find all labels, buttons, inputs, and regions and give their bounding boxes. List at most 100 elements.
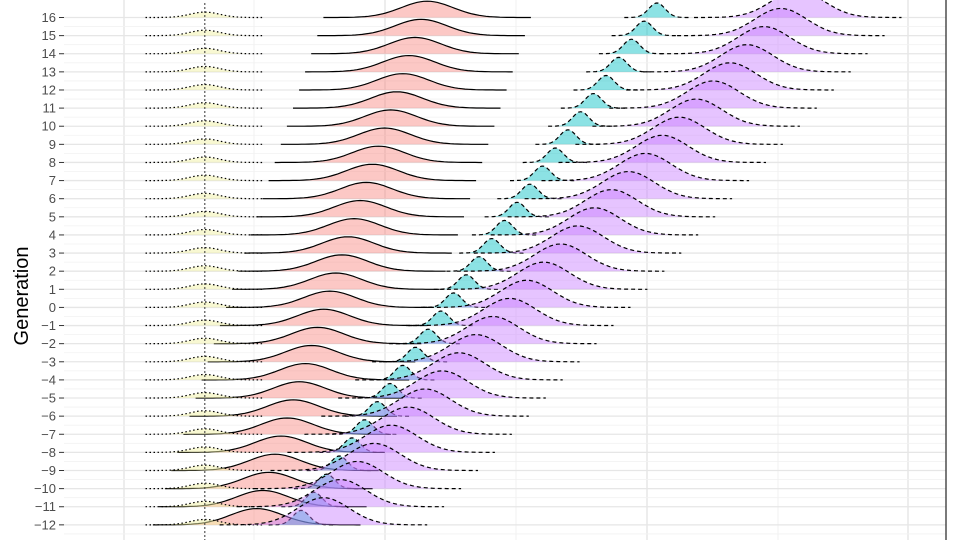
ridge-fill-red-gen-13 — [305, 55, 513, 72]
ridge-fill-purple-gen-11 — [609, 80, 817, 109]
ridge-fill-purple-gen-16 — [694, 0, 902, 18]
ridge-line-purple-gen-11 — [609, 80, 817, 109]
y-tick-label--2: −2 — [41, 336, 56, 351]
ridge-fill-red-gen-6 — [262, 182, 471, 199]
ridge-fill-yellow-gen-3 — [145, 247, 265, 254]
y-axis-tick-labels: 161514131211109876543210−1−2−3−4−5−6−7−8… — [34, 10, 56, 532]
ridge-line-red-gen--2 — [213, 326, 422, 345]
y-tick-label-1: 1 — [49, 282, 56, 297]
ridge-fill-red-gen--3 — [207, 345, 416, 362]
ridge-line-purple-gen-10 — [592, 98, 800, 127]
ridge-fill-purple-gen--4 — [355, 352, 563, 380]
ridge-fill-purple-gen-3 — [473, 225, 682, 254]
ridge-fill-red-gen--8 — [177, 436, 385, 453]
ridge-fill-purple-gen-10 — [592, 99, 800, 127]
ridge-line-purple-gen--5 — [338, 370, 546, 399]
ridge-fill-yellow-gen--12 — [145, 519, 265, 525]
ridge-line-red-gen-16 — [323, 0, 531, 19]
ridge-fill-yellow-gen-11 — [145, 102, 265, 109]
ridge-line-purple-gen-7 — [541, 152, 750, 182]
ridge-fill-red-gen-12 — [299, 73, 507, 90]
ridge-fill-yellow-gen--1 — [145, 320, 265, 326]
y-tick-label--1: −1 — [41, 318, 56, 333]
ridge-fill-purple-gen-7 — [541, 153, 750, 181]
ridgelines — [145, 0, 902, 540]
ridge-fill-purple-gen-8 — [558, 135, 766, 163]
ridge-fill-red-gen--9 — [171, 454, 379, 471]
ridge-line-red-gen-7 — [268, 163, 477, 182]
ridge-fill-red-gen-11 — [293, 91, 501, 109]
y-tick-label-14: 14 — [42, 46, 56, 61]
ridge-line-purple-gen-9 — [575, 116, 783, 145]
ridge-fill-red-gen-15 — [317, 19, 525, 36]
ridge-fill-purple-gen-2 — [456, 244, 665, 272]
ridge-line-purple-gen--8 — [287, 424, 495, 453]
ridge-fill-red-gen-1 — [232, 273, 440, 290]
y-axis-ticks — [59, 17, 64, 526]
ridge-fill-red-gen-16 — [323, 1, 531, 18]
ridge-fill-cyan-gen-11 — [560, 93, 626, 109]
ridge-line-purple-gen-13 — [643, 44, 851, 73]
ridge-fill-purple-gen-13 — [643, 44, 851, 72]
ridge-fill-purple-gen--3 — [372, 334, 580, 362]
ridge-fill-purple-gen-14 — [660, 26, 868, 54]
ridge-fill-purple-gen--9 — [270, 443, 478, 471]
ridge-fill-purple-gen--7 — [304, 407, 512, 435]
ridge-fill-red-gen-4 — [250, 218, 458, 235]
ridge-line-purple-gen--11 — [236, 478, 445, 508]
ridge-line-cyan-gen--1 — [408, 310, 474, 327]
ridge-fill-cyan-gen--5 — [357, 383, 423, 398]
ridge-line-purple-gen-3 — [473, 225, 682, 254]
ridge-fill-cyan-gen-6 — [497, 184, 563, 199]
ridge-line-purple-gen--6 — [321, 388, 529, 417]
ridge-fill-cyan-gen-3 — [459, 238, 525, 254]
y-tick-label-3: 3 — [49, 246, 56, 261]
y-tick-label-8: 8 — [49, 155, 56, 170]
ridge-fill-purple-gen--12 — [219, 497, 428, 525]
ridge-fill-cyan-gen-8 — [522, 148, 588, 163]
ridge-line-purple-gen-4 — [490, 207, 699, 236]
ridge-fill-cyan-gen--7 — [332, 419, 398, 435]
ridge-line-purple-gen-5 — [507, 188, 716, 218]
ridge-line-purple-gen--7 — [304, 406, 512, 435]
ridge-fill-purple-gen--2 — [389, 316, 597, 344]
ridge-line-red-gen-13 — [305, 54, 513, 73]
ridge-line-purple-gen-6 — [524, 170, 733, 200]
ridge-fill-cyan-gen-1 — [433, 274, 499, 290]
ridge-fill-cyan-gen-16 — [624, 3, 690, 18]
ridge-fill-cyan-gen-10 — [548, 111, 614, 127]
ridge-line-cyan-gen--11 — [281, 491, 347, 508]
ridge-line-cyan-gen--8 — [319, 437, 385, 453]
ridge-line-cyan-gen-14 — [598, 38, 665, 55]
ridge-line-purple-gen--2 — [389, 315, 597, 345]
ridge-line-red-gen-11 — [293, 91, 501, 109]
ridge-fill-yellow-gen-5 — [145, 211, 265, 217]
y-tick-label--7: −7 — [41, 427, 56, 442]
y-tick-label--11: −11 — [35, 499, 56, 514]
y-tick-label--4: −4 — [41, 372, 56, 387]
ridge-fill-yellow-gen-7 — [145, 175, 265, 181]
ridge-fill-cyan-gen-0 — [421, 292, 487, 308]
ridge-line-purple-gen-14 — [660, 25, 868, 55]
y-tick-label-16: 16 — [42, 10, 56, 25]
y-tick-label-9: 9 — [49, 137, 56, 152]
y-tick-label-4: 4 — [49, 227, 56, 242]
y-tick-label-5: 5 — [49, 209, 56, 224]
ridge-line-purple-gen--3 — [372, 333, 580, 363]
ridge-fill-cyan-gen--9 — [306, 456, 372, 471]
ridge-line-red-gen-9 — [280, 127, 489, 145]
y-tick-label-13: 13 — [42, 64, 56, 79]
ridge-fill-yellow-gen-1 — [145, 283, 265, 290]
ridge-line-purple-gen-2 — [456, 243, 665, 272]
ridge-line-cyan-gen-15 — [611, 20, 677, 37]
ridge-line-cyan-gen--6 — [344, 400, 410, 417]
ridge-fill-cyan-gen--4 — [370, 365, 436, 380]
ridge-line-red-gen-12 — [299, 73, 507, 91]
ridge-fill-cyan-gen--1 — [408, 311, 474, 326]
ridge-fill-red-gen-7 — [268, 164, 477, 181]
ridge-line-cyan-gen-1 — [433, 274, 499, 290]
ridge-line-purple-gen-15 — [677, 7, 885, 37]
ridge-line-red-gen-2 — [238, 254, 446, 272]
ridge-fill-red-gen-14 — [311, 37, 519, 54]
